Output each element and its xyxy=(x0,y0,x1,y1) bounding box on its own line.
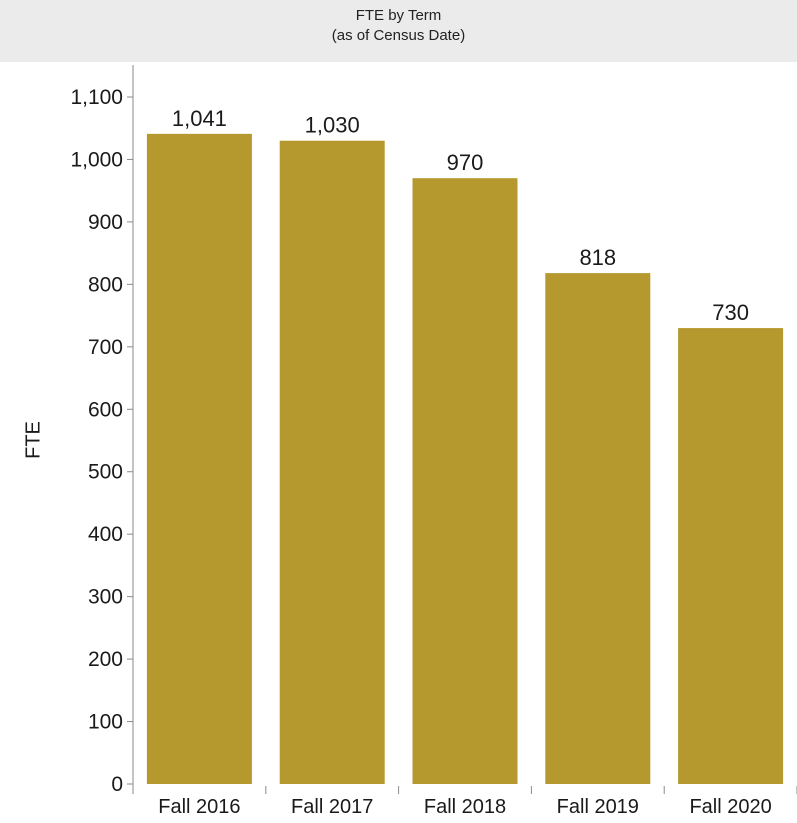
y-tick-label: 1,100 xyxy=(70,86,123,109)
data-label: 818 xyxy=(579,245,616,270)
x-tick-label: Fall 2017 xyxy=(291,796,373,818)
y-tick-label: 0 xyxy=(111,773,123,796)
bar-fall-2016 xyxy=(147,134,252,784)
y-tick-label: 700 xyxy=(88,336,123,359)
y-tick-label: 100 xyxy=(88,711,123,734)
y-tick-label: 600 xyxy=(88,398,123,421)
data-label: 1,030 xyxy=(305,113,360,138)
y-tick-label: 900 xyxy=(88,211,123,234)
y-tick-label: 500 xyxy=(88,461,123,484)
y-tick-label: 300 xyxy=(88,586,123,609)
bar-fall-2018 xyxy=(413,178,518,784)
data-label: 970 xyxy=(447,150,484,175)
x-tick-label: Fall 2020 xyxy=(689,796,771,818)
bar-fall-2017 xyxy=(280,141,385,784)
y-tick-label: 400 xyxy=(88,523,123,546)
y-tick-label: 800 xyxy=(88,273,123,296)
bar-fall-2019 xyxy=(545,273,650,784)
y-tick-label: 1,000 xyxy=(70,148,123,171)
y-tick-label: 200 xyxy=(88,648,123,671)
x-tick-label: Fall 2018 xyxy=(424,796,506,818)
bar-fall-2020 xyxy=(678,328,783,784)
data-label: 1,041 xyxy=(172,106,227,131)
x-tick-label: Fall 2016 xyxy=(158,796,240,818)
data-label: 730 xyxy=(712,300,749,325)
x-tick-label: Fall 2019 xyxy=(557,796,639,818)
